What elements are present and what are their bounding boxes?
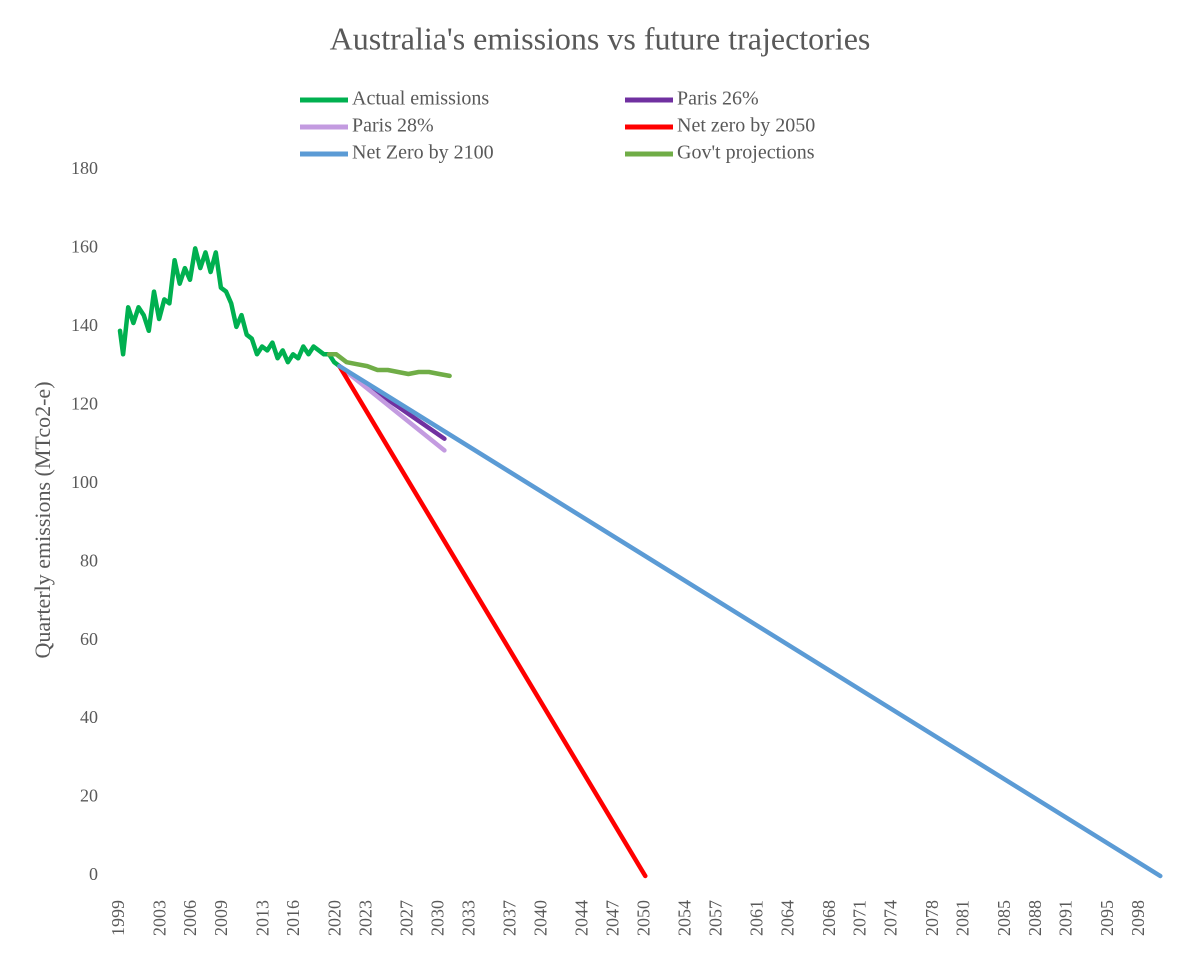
- x-tick-label: 2088: [1025, 900, 1045, 936]
- series-line: [337, 363, 447, 453]
- x-tick-label: 1999: [108, 900, 128, 936]
- legend-label: Net zero by 2050: [677, 115, 815, 137]
- y-tick-label: 160: [71, 237, 98, 257]
- y-tick-label: 120: [71, 393, 98, 413]
- y-tick-label: 80: [80, 550, 98, 570]
- legend-label: Gov't projections: [677, 142, 815, 164]
- legend-label: Net Zero by 2100: [352, 142, 494, 164]
- x-tick-label: 2057: [706, 900, 726, 936]
- x-tick-label: 2023: [355, 900, 375, 936]
- x-tick-label: 2003: [149, 900, 169, 936]
- x-tick-label: 2095: [1097, 900, 1117, 936]
- y-tick-label: 40: [80, 707, 98, 727]
- x-tick-label: 2098: [1128, 900, 1148, 936]
- x-tick-label: 2085: [994, 900, 1014, 936]
- chart-title: Australia's emissions vs future trajecto…: [330, 20, 871, 56]
- y-tick-label: 20: [80, 786, 98, 806]
- y-tick-label: 0: [89, 864, 98, 884]
- x-tick-label: 2006: [180, 900, 200, 936]
- y-tick-label: 100: [71, 472, 98, 492]
- x-tick-label: 2074: [881, 900, 901, 936]
- y-tick-label: 140: [71, 315, 98, 335]
- x-tick-label: 2016: [283, 900, 303, 936]
- x-tick-label: 2068: [819, 900, 839, 936]
- x-tick-label: 2091: [1056, 900, 1076, 936]
- x-tick-label: 2030: [427, 900, 447, 936]
- legend-label: Paris 28%: [352, 115, 434, 137]
- x-tick-label: 2050: [633, 900, 653, 936]
- x-tick-label: 2078: [922, 900, 942, 936]
- x-tick-label: 2020: [324, 900, 344, 936]
- y-tick-label: 60: [80, 629, 98, 649]
- legend-label: Paris 26%: [677, 88, 759, 110]
- x-tick-label: 2027: [397, 900, 417, 936]
- legend-label: Actual emissions: [352, 88, 489, 110]
- x-tick-label: 2033: [458, 900, 478, 936]
- x-tick-label: 2040: [530, 900, 550, 936]
- x-tick-label: 2064: [778, 900, 798, 936]
- x-tick-label: 2054: [675, 900, 695, 936]
- x-tick-label: 2009: [211, 900, 231, 936]
- x-tick-label: 2061: [747, 900, 767, 936]
- series-line: [337, 363, 1163, 879]
- y-tick-label: 180: [71, 158, 98, 178]
- series-line: [326, 352, 452, 379]
- series-line: [337, 363, 648, 879]
- x-tick-label: 2044: [572, 900, 592, 936]
- series-line: [117, 246, 342, 369]
- x-tick-label: 2037: [500, 900, 520, 936]
- x-tick-label: 2013: [252, 900, 272, 936]
- x-tick-label: 2047: [603, 900, 623, 936]
- x-tick-label: 2071: [850, 900, 870, 936]
- y-axis-label: Quarterly emissions (MTco2-e): [30, 381, 55, 658]
- x-tick-label: 2081: [953, 900, 973, 936]
